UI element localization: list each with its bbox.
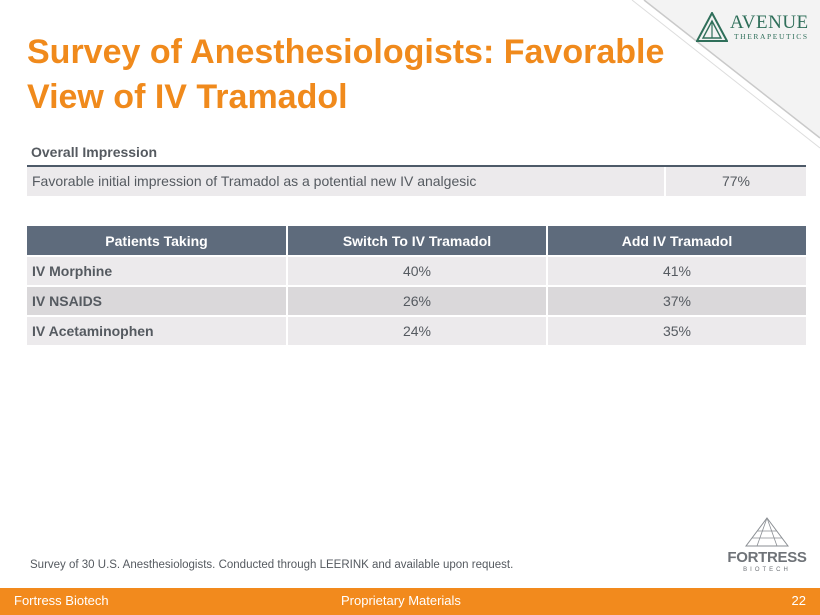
- switch-percent: 26%: [287, 285, 548, 316]
- fortress-logo-subtext: BIOTECH: [743, 567, 791, 573]
- add-percent: 37%: [547, 285, 806, 316]
- footer-company: Fortress Biotech: [14, 593, 109, 608]
- header-switch-to-iv-tramadol: Switch To IV Tramadol: [287, 226, 548, 256]
- drug-name: IV Morphine: [27, 255, 288, 286]
- header-patients-taking: Patients Taking: [27, 226, 288, 256]
- overall-impression-description: Favorable initial impression of Tramadol…: [27, 167, 666, 196]
- overall-impression-row: Favorable initial impression of Tramadol…: [27, 167, 806, 196]
- switch-percent: 24%: [287, 315, 548, 345]
- footer-bar: Fortress Biotech Proprietary Materials 2…: [0, 588, 820, 615]
- avenue-logo-text: AVENUE: [730, 12, 809, 33]
- footer-label: Proprietary Materials: [341, 593, 461, 608]
- avenue-therapeutics-logo: AVENUE THERAPEUTICS: [696, 10, 808, 44]
- switch-percent: 40%: [287, 255, 548, 286]
- avenue-logo-subtext: THERAPEUTICS: [734, 32, 809, 41]
- patients-table: Patients Taking Switch To IV Tramadol Ad…: [27, 226, 806, 345]
- table-row: IV Acetaminophen 24% 35%: [27, 315, 806, 345]
- table-header-row: Patients Taking Switch To IV Tramadol Ad…: [27, 226, 806, 256]
- add-percent: 41%: [547, 255, 806, 286]
- footer-page-number: 22: [791, 593, 806, 608]
- table-row: IV Morphine 40% 41%: [27, 255, 806, 286]
- fortress-biotech-logo: FORTRESS BIOTECH: [722, 516, 812, 576]
- slide-title-line2: View of IV Tramadol: [27, 78, 348, 116]
- fortress-tower-icon: [745, 517, 789, 547]
- avenue-mountain-icon: [696, 12, 728, 42]
- drug-name: IV NSAIDS: [27, 285, 288, 316]
- overall-impression-heading: Overall Impression: [31, 144, 158, 160]
- table-row: IV NSAIDS 26% 37%: [27, 285, 806, 316]
- add-percent: 35%: [547, 315, 806, 345]
- slide-title-line1: Survey of Anesthesiologists: Favorable: [27, 33, 665, 71]
- slide-title: Survey of Anesthesiologists: Favorable V…: [27, 30, 687, 120]
- drug-name: IV Acetaminophen: [27, 315, 288, 345]
- overall-impression-value: 77%: [721, 173, 751, 189]
- header-add-iv-tramadol: Add IV Tramadol: [547, 226, 806, 256]
- page-corner-decoration: [630, 0, 820, 150]
- fortress-logo-text: FORTRESS: [727, 549, 807, 566]
- survey-footnote: Survey of 30 U.S. Anesthesiologists. Con…: [30, 559, 514, 571]
- overall-impression-divider: [27, 165, 806, 167]
